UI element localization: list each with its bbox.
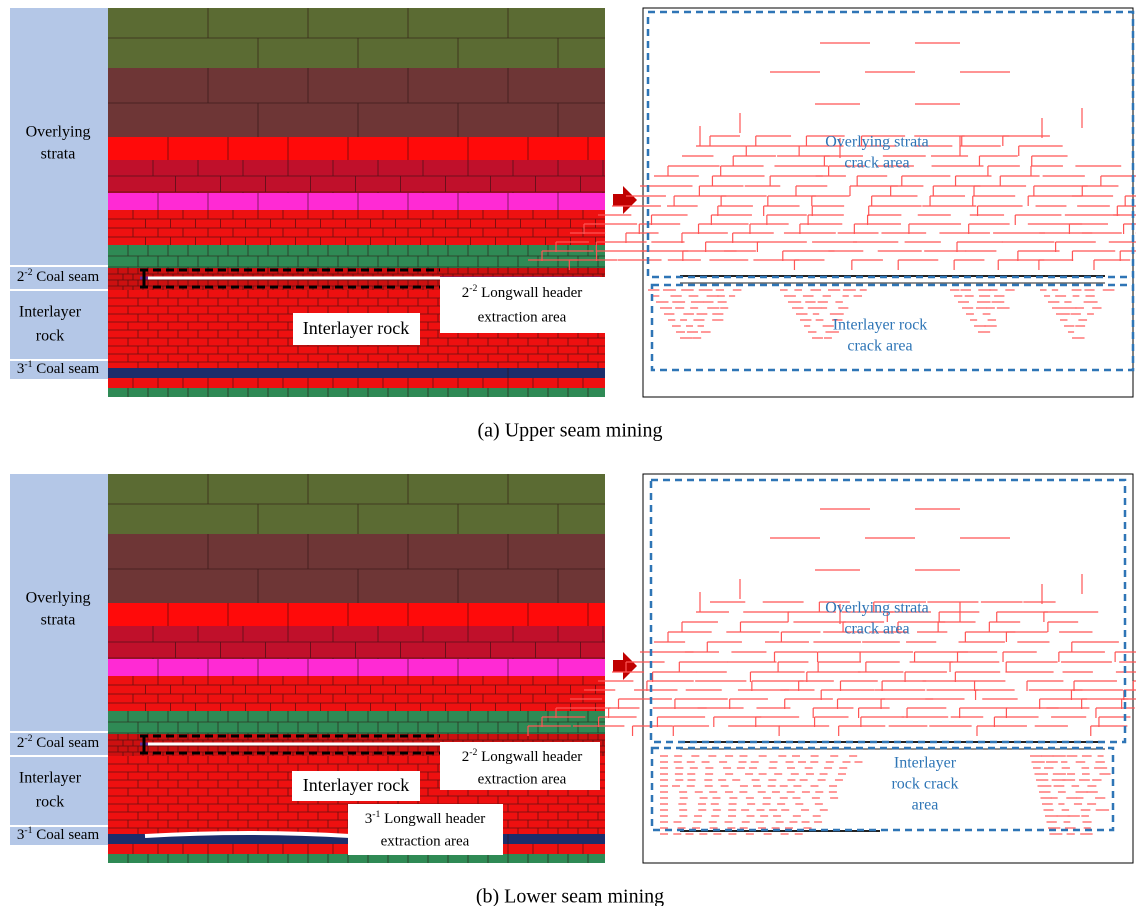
rock-layer — [108, 676, 605, 711]
label-sup: -1 — [24, 825, 32, 836]
extraction-label: 3-1 Longwall header — [365, 809, 486, 828]
rock-layer — [108, 659, 605, 676]
side-label: Overlying — [26, 590, 91, 607]
label-sup: -1 — [24, 359, 32, 370]
side-label: strata — [41, 612, 76, 629]
crack-label: crack area — [847, 338, 912, 355]
rock-layer — [108, 854, 605, 863]
extraction-label: extraction area — [478, 771, 567, 787]
side-blank — [10, 381, 108, 397]
side-label: Interlayer — [19, 304, 82, 321]
rock-layer — [108, 711, 605, 734]
label-rest: Longwall header — [477, 285, 582, 301]
rock-layer — [108, 388, 605, 397]
label-rest: Coal seam — [32, 361, 99, 377]
rock-layer — [108, 193, 605, 210]
rock-layer — [108, 160, 605, 193]
label-sup: -1 — [372, 809, 380, 820]
side-label: rock — [36, 794, 64, 811]
label-sup: -2 — [24, 733, 32, 744]
crack-label: Overlying strata — [825, 600, 929, 617]
side-blank — [10, 847, 108, 863]
rock-layer — [108, 137, 605, 160]
crack-label: crack area — [844, 155, 909, 172]
interlayer-box-label: Interlayer rock — [303, 318, 409, 338]
extraction-label: extraction area — [381, 833, 470, 849]
label-sup: -2 — [469, 283, 477, 294]
crack-label: rock crack — [891, 776, 958, 793]
rock-layer — [108, 378, 605, 388]
arrow — [613, 186, 637, 214]
label-base: 2 — [462, 749, 470, 765]
rock-layer — [108, 368, 605, 378]
side-label: Overlying — [26, 124, 91, 141]
label-base: 3 — [365, 811, 373, 827]
arrow — [613, 652, 637, 680]
label-base: 3 — [17, 827, 25, 843]
side-label: Interlayer — [19, 770, 82, 787]
crack-label: area — [912, 797, 939, 814]
label-rest: Longwall header — [380, 811, 485, 827]
label-rest: Coal seam — [32, 269, 99, 285]
label-rest: Coal seam — [32, 735, 99, 751]
label-base: 2 — [462, 285, 470, 301]
rock-layer — [108, 603, 605, 626]
crack-label: Interlayer rock — [833, 317, 928, 334]
caption: (b) Lower seam mining — [476, 886, 664, 906]
rock-layer — [108, 245, 605, 268]
extraction-label: extraction area — [478, 309, 567, 325]
crack-label: Interlayer — [894, 755, 957, 772]
label-base: 2 — [17, 269, 25, 285]
label-sup: -2 — [469, 747, 477, 758]
side-label: strata — [41, 146, 76, 163]
label-base: 2 — [17, 735, 25, 751]
figure: Overlyingstrata2-2 Coal seamInterlayerro… — [0, 0, 1136, 906]
label-rest: Coal seam — [32, 827, 99, 843]
extraction-label: 2-2 Longwall header — [462, 747, 583, 766]
crack-label: Overlying strata — [825, 134, 929, 151]
side-label: rock — [36, 328, 64, 345]
rock-layer — [108, 534, 605, 603]
crack-label: crack area — [844, 621, 909, 638]
interlayer-box-label: Interlayer rock — [303, 775, 409, 795]
extraction-label: 2-2 Longwall header — [462, 283, 583, 302]
rock-layer — [108, 68, 605, 137]
rock-layer — [108, 210, 605, 245]
label-sup: -2 — [24, 267, 32, 278]
rock-layer — [108, 626, 605, 659]
label-base: 3 — [17, 361, 25, 377]
caption: (a) Upper seam mining — [478, 420, 663, 442]
label-rest: Longwall header — [477, 749, 582, 765]
